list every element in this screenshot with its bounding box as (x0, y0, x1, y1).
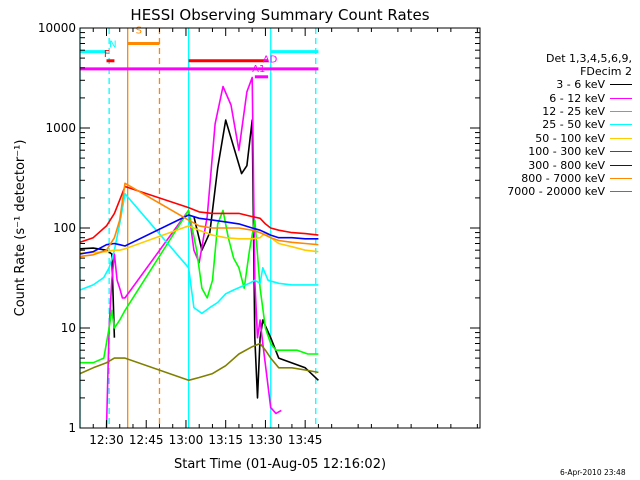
flag-annotation-f: F (104, 49, 110, 60)
legend-entry-label: 50 - 100 keV (535, 131, 605, 145)
legend-entry-label: 12 - 25 keV (542, 104, 605, 118)
y-tick-label: 1 (68, 421, 76, 435)
y-tick-label: 100 (53, 221, 76, 235)
y-axis-label: Count Rate (s⁻¹ detector⁻¹) (13, 140, 28, 317)
legend-header-line-2: FDecim 2 (580, 65, 632, 78)
flag-annotation-ad: AD (263, 55, 278, 66)
legend-entry-label: 25 - 50 keV (542, 118, 605, 132)
legend-entry-label: 7000 - 20000 keV (507, 185, 605, 199)
legend-entry: 50 - 100 keV (488, 132, 632, 145)
legend-entry-label: 6 - 12 keV (549, 91, 605, 105)
legend-swatch-50-100-kev (610, 137, 632, 139)
series-line-12-25-kev (80, 209, 319, 364)
legend-entry-label: 100 - 300 keV (528, 145, 605, 159)
x-tick-label: 13:15 (208, 433, 243, 447)
x-tick-label: 13:45 (288, 433, 323, 447)
flag-annotation-n: N (109, 40, 116, 51)
legend-entry-label: 300 - 800 keV (528, 158, 605, 172)
series-line-100-300-kev (79, 185, 319, 244)
legend-entry: 100 - 300 keV (488, 145, 632, 158)
series-line-6-12-kev (105, 76, 282, 429)
legend-swatch-100-300-kev (610, 151, 632, 153)
legend-entry-label: 800 - 7000 keV (521, 171, 605, 185)
flag-annotation-s: S (136, 26, 142, 37)
series-line-50-100-kev (79, 225, 319, 254)
x-tick-label: 13:30 (248, 433, 283, 447)
y-tick-label: 10000 (38, 21, 76, 35)
legend-swatch-300-800-kev (610, 164, 632, 166)
legend-swatch-7000-20000-kev (610, 191, 632, 193)
legend-entry: 300 - 800 keV (488, 158, 632, 172)
legend-entry-label: 3 - 6 keV (556, 78, 605, 92)
chart-title: HESSI Observing Summary Count Rates (130, 6, 429, 24)
series-line-25-50-kev (79, 193, 319, 315)
legend-swatch-25-50-kev (610, 124, 632, 126)
legend-swatch-6-12-kev (610, 97, 632, 99)
plot-timestamp: 6-Apr-2010 23:48 (560, 468, 626, 477)
series-line-800-7000-kev (79, 182, 319, 258)
series-line-7000-20000-kev (79, 342, 319, 382)
legend-swatch-12-25-kev (610, 110, 632, 112)
x-tick-label: 13:00 (169, 433, 204, 447)
x-tick-label: 12:45 (129, 433, 164, 447)
series-line-300-800-kev (79, 214, 319, 255)
legend-entry: 7000 - 20000 keV (488, 185, 632, 198)
x-axis-label: Start Time (01-Aug-05 12:16:02) (174, 457, 386, 472)
legend-entry: 6 - 12 keV (488, 91, 632, 105)
legend-entry: 25 - 50 keV (488, 118, 632, 131)
legend-swatch-800-7000-kev (610, 177, 632, 179)
legend-swatch-3-6-kev (610, 84, 632, 86)
flag-annotation-a1: A1 (252, 64, 265, 75)
y-tick-label: 1000 (45, 121, 76, 135)
legend-entry: 3 - 6 keV (488, 78, 632, 91)
legend-entry: 800 - 7000 keV (488, 172, 632, 185)
legend-entry: 12 - 25 keV (488, 105, 632, 118)
chart-legend: Det 1,3,4,5,6,9, FDecim 2 3 - 6 keV 6 - 1… (488, 52, 632, 199)
y-tick-label: 10 (61, 321, 76, 335)
x-tick-label: 12:30 (89, 433, 124, 447)
legend-header-line-1: Det 1,3,4,5,6,9, (545, 52, 632, 65)
